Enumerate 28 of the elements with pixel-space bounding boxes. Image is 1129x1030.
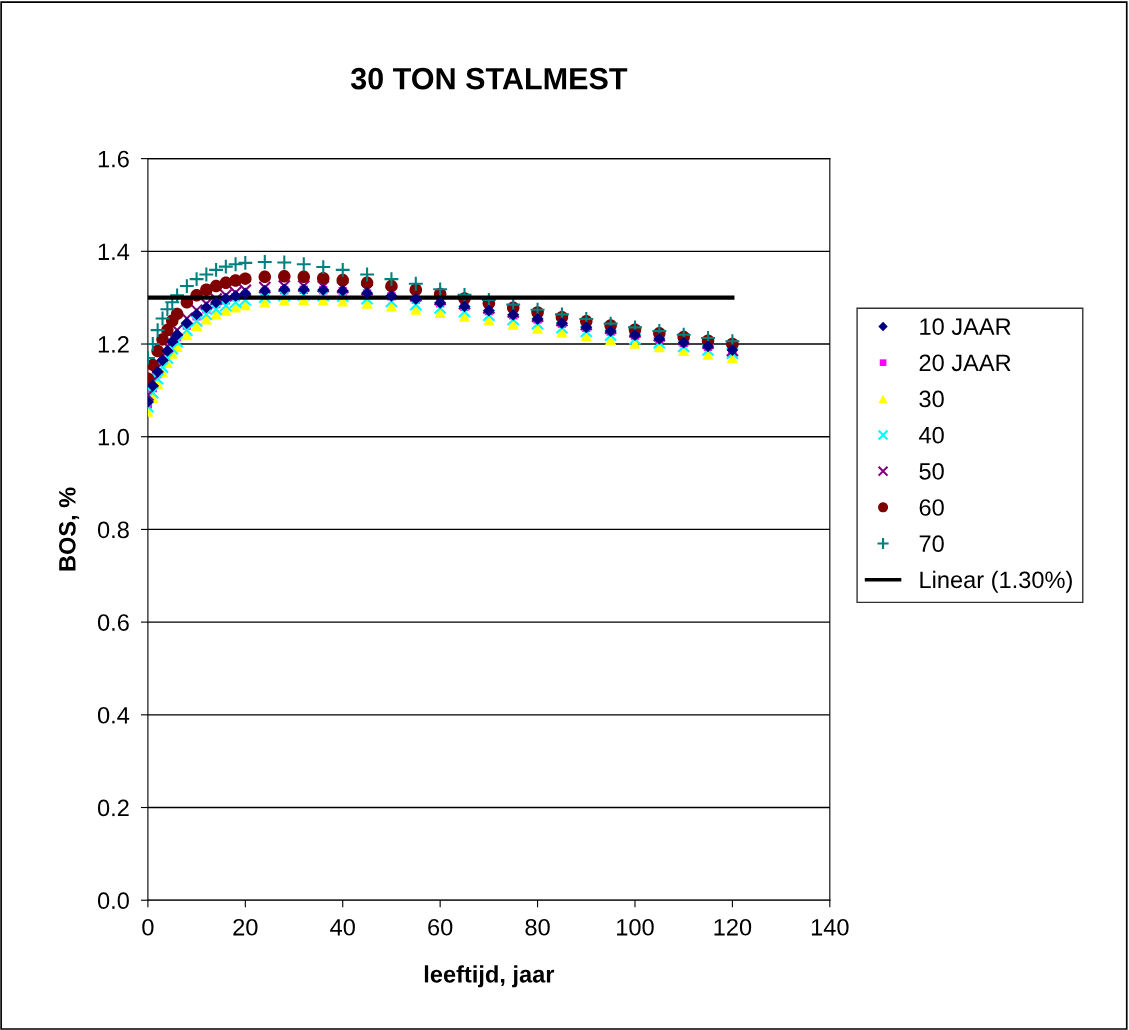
y-tick-label: 1.6 [98,150,129,168]
legend-label: 40 [919,426,944,444]
legend-label: 30 [919,390,944,408]
legend-label: Linear (1.30%) [920,570,1072,593]
legend-label: 20 JAAR [919,354,1011,372]
y-tick-label: 0.4 [97,706,130,724]
y-tick-label: 0.6 [97,614,129,631]
legend-label: 50 [919,462,944,480]
chart-title: 30 TON STALMEST [350,67,628,90]
y-tick-label: 0.8 [97,521,129,539]
x-tick-label: 80 [525,918,550,936]
y-axis-title: BOS, % [58,487,80,571]
x-tick-label: 100 [617,918,654,936]
x-tick-label: 40 [330,918,355,936]
x-tick-label: 120 [714,918,752,936]
x-tick-label: 0 [142,918,154,936]
legend-label: 10 JAAR [920,318,1011,335]
x-tick-label: 60 [428,918,453,936]
x-tick-label: 20 [233,918,258,936]
y-tick-label: 1.0 [98,428,129,446]
y-tick-label: 1.2 [98,336,129,353]
x-axis-title: leeftijd, jaar [424,965,555,988]
y-tick-label: 0.2 [97,799,129,817]
y-tick-label: 0.0 [97,892,129,910]
x-tick-label: 140 [811,918,849,936]
y-tick-label: 1.4 [98,243,130,260]
legend-label: 60 [919,499,944,516]
legend-label: 70 [919,535,944,553]
